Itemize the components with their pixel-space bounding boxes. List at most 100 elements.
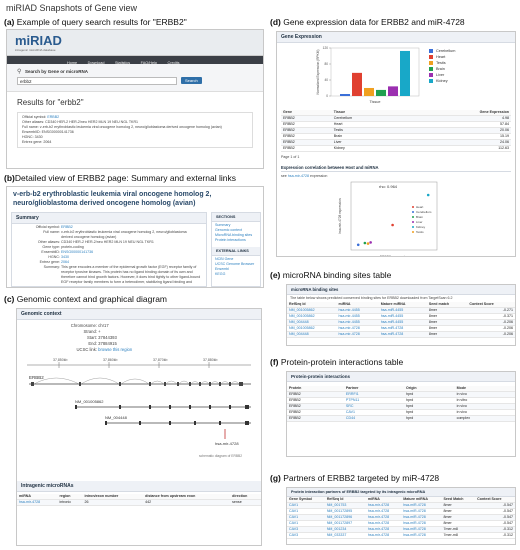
table-cell-link[interactable]: hsa-mir-4455 bbox=[336, 313, 379, 320]
search-input[interactable]: erbb2 bbox=[17, 77, 177, 85]
external-link-kegg[interactable]: KEGG bbox=[215, 272, 226, 276]
scatter-legend-marker bbox=[412, 221, 414, 223]
scatter-point-brain bbox=[363, 241, 367, 245]
table-cell-link[interactable]: ERRFI1 bbox=[343, 391, 404, 398]
external-link-ncbi[interactable]: NCBI Gene bbox=[215, 257, 234, 261]
external-link-ensembl[interactable]: Ensembl bbox=[215, 267, 229, 271]
table-cell-link[interactable]: hsa-mir-4728 bbox=[365, 502, 402, 509]
table-cell: -0.206 bbox=[467, 331, 515, 338]
correlation-coefficient: rho: 0.964 bbox=[379, 184, 398, 189]
table-cell-link[interactable]: hsa-miR-4728 bbox=[378, 331, 427, 338]
table-cell-link[interactable]: hsa-mir-4728 bbox=[365, 520, 402, 527]
nav-faq-help[interactable]: FAQ/Help bbox=[140, 61, 158, 65]
section-link-genomic-context[interactable]: Genomic context bbox=[215, 228, 242, 232]
search-label: Search by Gene or microRNA bbox=[25, 69, 89, 74]
table-cell-link[interactable]: CAV1 bbox=[343, 409, 404, 416]
table-cell-link[interactable]: NM_033337 bbox=[324, 532, 366, 539]
table-cell-link[interactable]: SRC bbox=[343, 403, 404, 410]
table-cell-link[interactable]: hsa-miR-4455 bbox=[378, 319, 427, 326]
ucsc-browse-link[interactable]: browse this region bbox=[98, 347, 133, 352]
table-row: CAV1 NM_001172897 hsa-mir-4728 hsa-miR-4728… bbox=[287, 520, 515, 527]
table-row: CAV3 NM_001234 hsa-mir-4728 hsa-miR-4728 7me… bbox=[287, 526, 515, 533]
correlation-mirna-link[interactable]: hsa-mir-4728 bbox=[287, 174, 309, 178]
table-cell-link[interactable]: NM_001172895 bbox=[324, 508, 366, 515]
table-cell-link[interactable]: hsa-miR-4728 bbox=[401, 520, 442, 527]
transcript-label: NM_004448 bbox=[105, 415, 128, 420]
table-cell-link[interactable]: hsa-miR-4728 bbox=[401, 514, 442, 521]
table-cell-link[interactable]: NM_004448 bbox=[287, 319, 337, 326]
table-cell-link[interactable]: hsa-mir-4455 bbox=[336, 319, 379, 326]
table-cell: 8mer bbox=[441, 508, 476, 515]
table-cell-link[interactable]: CAV3 bbox=[287, 532, 325, 539]
result-field-value: 2064 bbox=[43, 140, 52, 144]
external-link-ucsc[interactable]: UCSC Genome Browser bbox=[215, 262, 255, 266]
y-tick-label: 40 bbox=[324, 78, 328, 82]
table-cell-link[interactable]: PTPN11 bbox=[343, 397, 404, 404]
table-row: ERBB2 PTPN11 hprd in vitro bbox=[287, 397, 515, 404]
table-cell-link[interactable]: hsa-mir-4728 bbox=[336, 325, 379, 332]
section-link-protein-interactions[interactable]: Protein interactions bbox=[215, 238, 246, 242]
table-cell: hprd bbox=[404, 397, 455, 404]
column-header: Gene Expression bbox=[403, 110, 511, 116]
table-cell-link[interactable]: hsa-mir-4728 bbox=[365, 532, 402, 539]
panel-f-caption: (f) Protein-protein interactions table bbox=[270, 357, 404, 367]
table-cell-link[interactable]: NM_004448 bbox=[287, 331, 337, 338]
search-button[interactable]: Search bbox=[181, 77, 202, 84]
table-cell-link[interactable]: CAV1 bbox=[287, 502, 325, 509]
table-cell-link[interactable]: hsa-miR-4728 bbox=[401, 532, 442, 539]
table-cell-link[interactable]: hsa-miR-4455 bbox=[378, 313, 427, 320]
gene-expression-heading: Gene Expression bbox=[277, 32, 515, 43]
table-cell-link[interactable]: hsa-mir-4728 bbox=[365, 514, 402, 521]
result-field-label: EnsemblID: bbox=[22, 130, 41, 134]
detail-hgnc-link[interactable]: 3430 bbox=[61, 255, 69, 259]
scatter-legend-label: Liver bbox=[416, 220, 423, 224]
table-row: NM_001005862 hsa-mir-4455 hsa-miR-4455 8mer… bbox=[287, 313, 515, 320]
nav-statistics[interactable]: Statistics bbox=[114, 61, 131, 65]
table-cell-link[interactable]: CAV1 bbox=[287, 514, 325, 521]
table-cell-link[interactable]: NM_001172896 bbox=[324, 514, 366, 521]
table-cell-link[interactable]: hsa-miR-4728 bbox=[401, 526, 442, 533]
table-cell: in vitro bbox=[454, 397, 515, 404]
table-row: ERBB2 Liver 24.06 bbox=[281, 139, 511, 146]
table-header-row: Protein Partner Origin Mode bbox=[287, 386, 515, 392]
table-cell-link[interactable]: NM_001753 bbox=[324, 502, 366, 509]
table-cell: ERBB2 bbox=[287, 415, 344, 422]
table-cell-link[interactable]: NM_001172897 bbox=[324, 520, 366, 527]
table-cell-link[interactable]: CAV1 bbox=[287, 508, 325, 515]
table-cell-link[interactable]: hsa-mir-4728 bbox=[336, 331, 379, 338]
app-logo[interactable]: miRIAD bbox=[15, 33, 62, 48]
table-cell-link[interactable]: NM_001234 bbox=[324, 526, 366, 533]
detail-field-label: Full name: bbox=[43, 230, 60, 234]
nav-home[interactable]: Home bbox=[67, 61, 78, 65]
legend-swatch bbox=[429, 55, 433, 59]
nav-download[interactable]: Download bbox=[87, 61, 105, 65]
result-symbol-link[interactable]: ERBB2 bbox=[47, 115, 60, 119]
table-cell-link[interactable]: NM_001005862 bbox=[287, 325, 337, 332]
table-cell-link[interactable]: hsa-mir-4728 bbox=[365, 526, 402, 533]
table-cell-link[interactable]: CAV1 bbox=[287, 520, 325, 527]
detail-ensembl-link[interactable]: ENSG00000141736 bbox=[61, 250, 94, 254]
table-cell-link[interactable]: hsa-mir-4455 bbox=[336, 307, 379, 314]
scatter-point-heart bbox=[391, 223, 394, 227]
section-link-binding-sites[interactable]: MicroRNA binding sites bbox=[215, 233, 253, 237]
table-cell-link[interactable]: CD44 bbox=[343, 415, 404, 422]
result-field-label: Official symbol: bbox=[22, 115, 47, 119]
table-row: ERBB2 Brain 15.19 bbox=[281, 133, 511, 140]
detail-entrez-link[interactable]: 2064 bbox=[61, 260, 69, 264]
table-cell-link[interactable]: hsa-miR-4728 bbox=[401, 508, 442, 515]
table-cell-link[interactable]: hsa-miR-4728 bbox=[378, 325, 427, 332]
detail-symbol-link[interactable]: ERBB2 bbox=[61, 225, 73, 229]
table-cell-link[interactable]: hsa-miR-4728 bbox=[401, 502, 442, 509]
column-header: region bbox=[57, 494, 83, 500]
mirna-link[interactable]: hsa-mir-4728 bbox=[17, 499, 58, 506]
table-cell-link[interactable]: hsa-mir-4728 bbox=[365, 508, 402, 515]
table-cell: -0.371 bbox=[467, 313, 515, 320]
table-cell-link[interactable]: hsa-miR-4455 bbox=[378, 307, 427, 314]
section-link-summary[interactable]: Summary bbox=[215, 223, 231, 227]
table-cell: 15.19 bbox=[403, 133, 511, 140]
table-cell-link[interactable]: NM_001005862 bbox=[287, 313, 337, 320]
table-cell-link[interactable]: CAV3 bbox=[287, 526, 325, 533]
table-row: ERBB2 CAV1 hprd in vivo bbox=[287, 409, 515, 416]
table-cell-link[interactable]: NM_001005862 bbox=[287, 307, 337, 314]
nav-credits[interactable]: Credits bbox=[167, 61, 180, 65]
